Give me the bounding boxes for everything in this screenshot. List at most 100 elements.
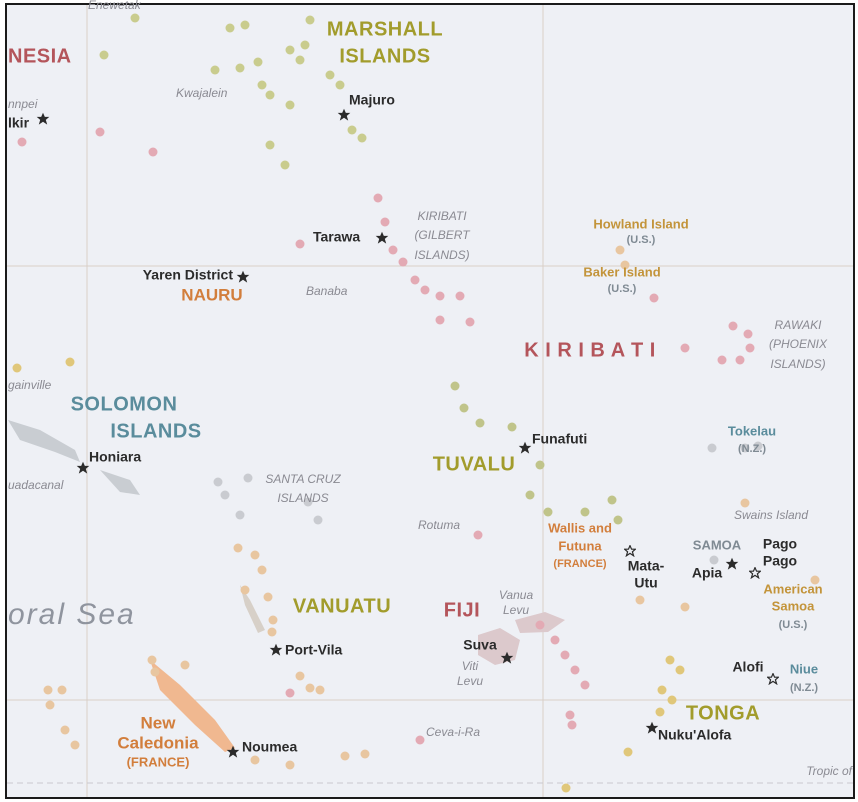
island-dot xyxy=(570,665,580,675)
island-dot xyxy=(525,490,535,500)
territory-label: New xyxy=(141,713,177,732)
island xyxy=(478,628,520,665)
island-dot xyxy=(380,217,390,227)
island-dot xyxy=(717,355,727,365)
island-dot xyxy=(180,660,190,670)
island xyxy=(240,585,265,633)
region-label: (GILBERT xyxy=(414,228,471,242)
island-dot xyxy=(388,245,398,255)
island-dot xyxy=(263,592,273,602)
region-label: (PHOENIX xyxy=(769,337,828,351)
island-dot xyxy=(535,460,545,470)
place-label: Tropic of xyxy=(806,764,853,778)
island-dot xyxy=(257,565,267,575)
island-dot xyxy=(17,137,27,147)
island-dot xyxy=(147,655,157,665)
region-label: ISLANDS) xyxy=(414,248,469,262)
island-dot xyxy=(810,575,820,585)
island-dot xyxy=(635,595,645,605)
country-label: TUVALU xyxy=(433,453,516,475)
island-dot xyxy=(473,530,483,540)
island-dot xyxy=(680,343,690,353)
island-dot xyxy=(565,710,575,720)
place-label: Rotuma xyxy=(418,518,460,532)
island-dot xyxy=(649,293,659,303)
capital-label: Port-Vila xyxy=(285,642,343,658)
graticule xyxy=(7,5,853,797)
island-dot xyxy=(560,650,570,660)
place-label: Swains Island xyxy=(734,508,808,522)
island-dot xyxy=(268,615,278,625)
capital-label: lkir xyxy=(8,115,30,131)
island-dot xyxy=(285,688,295,698)
capital-label: Tarawa xyxy=(313,229,360,245)
capital-label: Suva xyxy=(463,637,497,653)
territory-label: (U.S.) xyxy=(627,234,656,246)
territory-label: (FRANCE) xyxy=(553,558,606,570)
place-label: Banaba xyxy=(306,284,348,298)
island-dot xyxy=(435,291,445,301)
island-dot xyxy=(657,685,667,695)
island-dot xyxy=(455,291,465,301)
island-dot xyxy=(250,755,260,765)
territory-label: Wallis and xyxy=(548,520,612,535)
island-dot xyxy=(567,720,577,730)
island-dot xyxy=(707,443,717,453)
capital-label: Noumea xyxy=(242,739,297,755)
place-label: Kwajalein xyxy=(176,86,228,100)
country-label: NAURU xyxy=(181,285,242,304)
island-dot xyxy=(435,315,445,325)
island-dot xyxy=(620,260,630,270)
country-label: ISLANDS xyxy=(110,420,201,442)
place-label: Vanua xyxy=(499,588,534,602)
island-dot xyxy=(410,275,420,285)
place-label: nnpei xyxy=(8,97,38,111)
island-dot xyxy=(740,498,750,508)
country-label: SOLOMON xyxy=(71,393,178,415)
country-label: MARSHALL xyxy=(327,18,443,40)
island-dot xyxy=(667,695,677,705)
island-dot xyxy=(253,57,263,67)
capital-label: Yaren District xyxy=(143,267,234,283)
island-shapes xyxy=(8,420,565,752)
island-dot xyxy=(475,418,485,428)
island-dot xyxy=(340,751,350,761)
island-dot xyxy=(225,23,235,33)
island-dot xyxy=(45,700,55,710)
place-label: Enewetak xyxy=(88,0,142,12)
island-dot xyxy=(295,239,305,249)
capital-label: Honiara xyxy=(89,449,141,465)
island-dot xyxy=(728,321,738,331)
capital-label: Pago xyxy=(763,536,797,552)
place-label: Viti xyxy=(462,659,479,673)
territory-label: Howland Island xyxy=(593,216,688,231)
region-label: KIRIBATI xyxy=(417,209,467,223)
island-dot xyxy=(300,40,310,50)
island-dots xyxy=(12,13,820,793)
island-dot xyxy=(398,257,408,267)
island-dot xyxy=(680,602,690,612)
place-label: uadacanal xyxy=(8,478,64,492)
country-label: TONGA xyxy=(686,702,760,724)
island-dot xyxy=(235,510,245,520)
island-dot xyxy=(753,441,763,451)
island-dot xyxy=(580,680,590,690)
territory-label: (N.Z.) xyxy=(738,443,766,455)
island-dot xyxy=(250,550,260,560)
island-dot xyxy=(70,740,80,750)
island-dot xyxy=(240,20,250,30)
island-dot xyxy=(285,45,295,55)
island-dot xyxy=(465,317,475,327)
island-dot xyxy=(65,357,75,367)
island-dot xyxy=(543,507,553,517)
island-dot xyxy=(665,655,675,665)
territory-label: American xyxy=(763,581,822,596)
island-dot xyxy=(360,749,370,759)
territory-label: Futuna xyxy=(558,538,602,553)
island-dot xyxy=(507,422,517,432)
territory-label: Baker Island xyxy=(583,264,660,279)
island-dot xyxy=(285,100,295,110)
island-dot xyxy=(243,473,253,483)
